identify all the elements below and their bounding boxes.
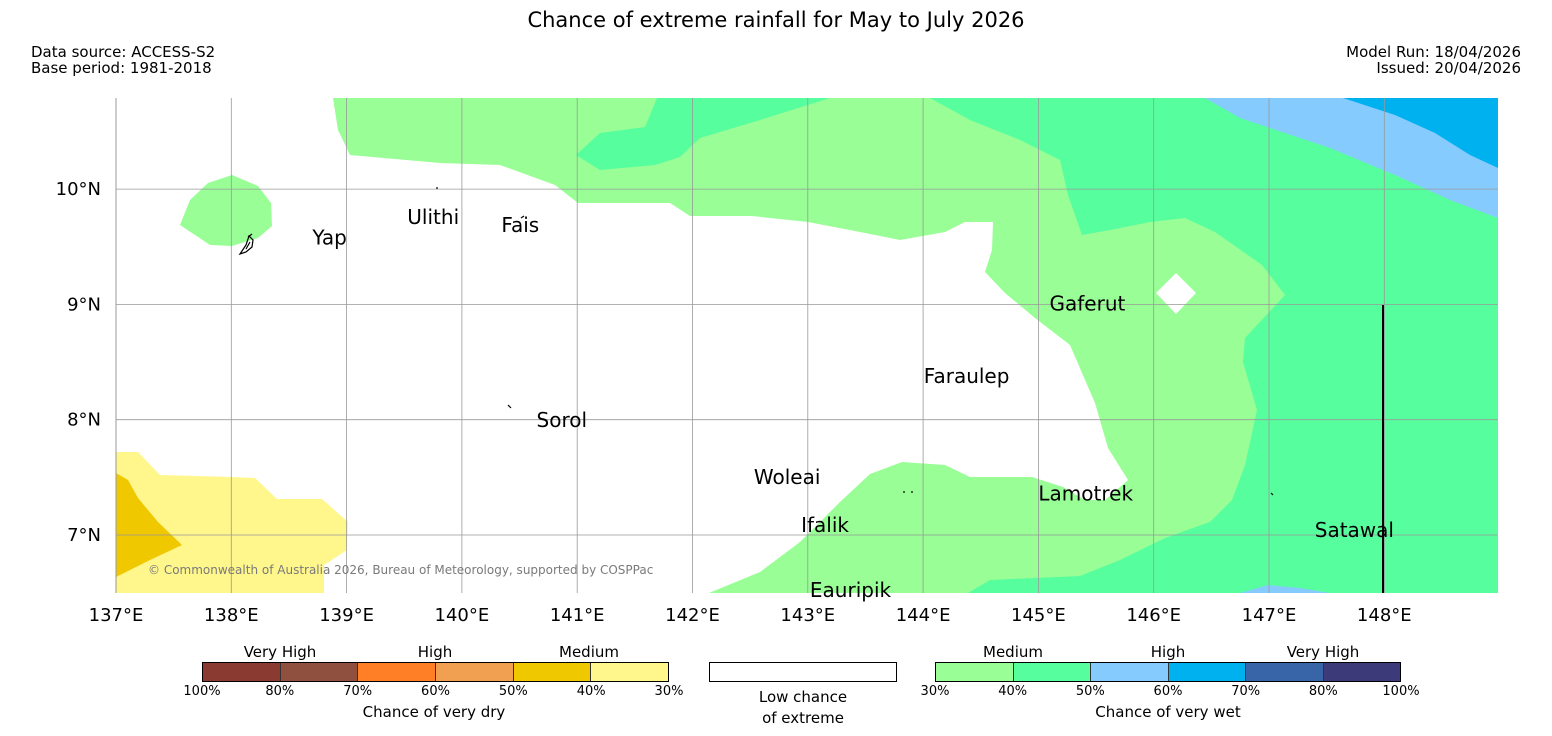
dry-medium-40-50-region — [116, 473, 182, 577]
place-label-yap: Yap — [311, 225, 346, 249]
place-label-ifalik: Ifalik — [801, 513, 849, 537]
wet-medium-40-50-region — [576, 98, 1498, 593]
legend-swatch — [1322, 663, 1400, 681]
lon-tick-label: 141°E — [550, 605, 605, 626]
legend-tick-label: 60% — [421, 684, 450, 699]
legend-tick-label: 80% — [265, 684, 295, 699]
dry-category-medium: Medium — [559, 643, 619, 661]
place-label-lamotrek: Lamotrek — [1038, 481, 1133, 505]
place-label-eauripik: Eauripik — [810, 578, 892, 602]
lat-tick-label: 9°N — [67, 294, 101, 315]
wet-high-50-60-south-region — [1240, 585, 1330, 593]
place-label-gaferut: Gaferut — [1050, 292, 1126, 316]
wet-legend-title: Chance of very wet — [1095, 703, 1241, 721]
low-chance-patch — [1156, 273, 1196, 314]
copyright-notice: © Commonwealth of Australia 2026, Bureau… — [148, 563, 653, 577]
legend-tick-label: 30% — [920, 684, 950, 699]
model-run-label: Model Run: 18/04/2026 — [1346, 43, 1521, 61]
coastlines — [238, 187, 1274, 496]
axis-tick-labels: 137°E 138°E 139°E 140°E 141°E 142°E 143°E 144°E… — [56, 179, 1412, 626]
legend-swatch — [512, 663, 591, 681]
legend-tick-label: 100% — [1382, 684, 1420, 699]
dry-medium-30-40-region — [116, 452, 348, 593]
legend-swatch — [590, 663, 669, 681]
rainfall-regions — [116, 98, 1498, 593]
legend-swatch — [1245, 663, 1323, 681]
low-chance-line-1: Low chance — [758, 688, 848, 706]
legend-swatch — [279, 663, 358, 681]
lat-tick-label: 8°N — [67, 410, 101, 431]
wet-color-bar — [935, 662, 1401, 682]
legend-tick-label: 100% — [183, 684, 221, 699]
legend-swatch — [357, 663, 436, 681]
place-label-satawal: Satawal — [1315, 518, 1394, 542]
fais-marker — [520, 215, 525, 219]
lon-tick-label: 140°E — [435, 605, 490, 626]
low-chance-swatch — [709, 662, 897, 682]
dry-category-very-high: Very High — [243, 643, 317, 661]
place-label-woleai: Woleai — [754, 465, 821, 489]
lon-tick-label: 137°E — [89, 605, 144, 626]
wet-high-60-70-region — [1343, 98, 1498, 168]
wet-category-high: High — [1150, 643, 1186, 661]
data-source-label: Data source: ACCESS-S2 — [31, 43, 216, 61]
legend-tick-label: 40% — [998, 684, 1028, 699]
legend-tick-label: 30% — [654, 684, 684, 699]
wet-category-very-high: Very High — [1286, 643, 1360, 661]
place-label-fais: Fais — [501, 213, 539, 237]
legend-tick-label: 70% — [1231, 684, 1261, 699]
lon-tick-label: 139°E — [319, 605, 374, 626]
legend-swatch — [1012, 663, 1090, 681]
place-labels: Yap Ulithi Fais Sorol Gaferut Faraulep Woleai I… — [311, 205, 1394, 602]
lon-tick-label: 146°E — [1126, 605, 1181, 626]
legend-tick-label: 50% — [498, 684, 528, 699]
legend-swatch — [936, 663, 1013, 681]
legend-tick-label: 60% — [1153, 684, 1183, 699]
lon-tick-label: 145°E — [1011, 605, 1066, 626]
lat-tick-label: 10°N — [56, 179, 101, 200]
dry-legend-title: Chance of very dry — [362, 703, 506, 721]
legend-swatch — [1090, 663, 1168, 681]
base-period-label: Base period: 1981-2018 — [31, 59, 212, 77]
lon-tick-label: 144°E — [896, 605, 951, 626]
place-label-faraulep: Faraulep — [924, 364, 1010, 388]
yap-island-shape — [238, 233, 254, 256]
lat-tick-label: 7°N — [67, 525, 101, 546]
place-label-ulithi: Ulithi — [407, 205, 459, 229]
satawal-marker — [1270, 492, 1274, 496]
lon-tick-label: 147°E — [1242, 605, 1297, 626]
issued-date-label: Issued: 20/04/2026 — [1376, 59, 1521, 77]
map-gridlines — [115, 98, 1498, 593]
sorol-marker — [507, 404, 512, 409]
legend-swatch — [1167, 663, 1245, 681]
wet-category-medium: Medium — [983, 643, 1043, 661]
dry-category-high: High — [417, 643, 453, 661]
yap-wet-medium-region — [180, 175, 272, 246]
lon-tick-label: 138°E — [204, 605, 259, 626]
legend-tick-label: 50% — [1075, 684, 1105, 699]
lon-tick-label: 143°E — [780, 605, 835, 626]
low-chance-line-2: of extreme — [762, 709, 844, 727]
legend-tick-label: 70% — [343, 684, 373, 699]
place-label-sorol: Sorol — [537, 408, 588, 432]
lon-tick-label: 142°E — [665, 605, 720, 626]
legend-swatch — [203, 663, 280, 681]
legend-tick-label: 80% — [1308, 684, 1338, 699]
legend-swatch — [435, 663, 513, 681]
lon-tick-label: 148°E — [1357, 605, 1412, 626]
map-title: Chance of extreme rainfall for May to Ju… — [527, 8, 1025, 32]
dry-color-bar — [202, 662, 669, 682]
legend-tick-label: 40% — [576, 684, 606, 699]
